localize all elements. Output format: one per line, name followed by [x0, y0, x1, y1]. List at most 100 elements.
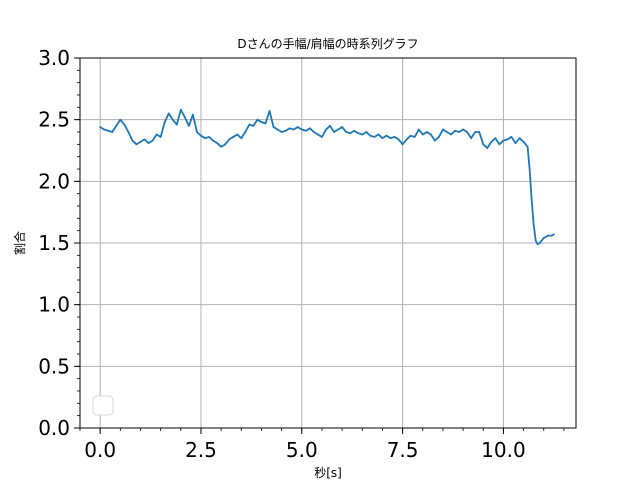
data-point: [256, 118, 259, 121]
data-point: [361, 133, 364, 136]
y-tick-label: 2.5: [38, 108, 70, 132]
data-point: [498, 143, 501, 146]
data-point: [308, 127, 311, 130]
chart-title: Dさんの手幅/肩幅の時系列グラフ: [237, 36, 418, 51]
data-point: [466, 131, 469, 133]
data-point: [244, 131, 247, 133]
data-point: [321, 136, 323, 138]
data-point: [532, 223, 535, 226]
data-point: [135, 143, 138, 146]
data-point: [276, 128, 279, 131]
data-point: [502, 139, 505, 142]
data-point: [341, 126, 344, 128]
series-points: [99, 108, 555, 246]
data-point: [528, 168, 531, 170]
data-point: [196, 131, 198, 133]
data-point: [474, 131, 477, 133]
x-axis-ticks: 0.0 2.5 5.0 7.5 10.0: [79, 428, 565, 462]
data-point: [171, 118, 174, 121]
data-point: [155, 133, 158, 136]
data-point: [183, 116, 186, 119]
data-point: [127, 131, 130, 133]
data-point: [99, 126, 102, 128]
gridlines: [80, 57, 576, 429]
data-point: [115, 124, 118, 127]
data-point: [365, 131, 368, 133]
data-point: [240, 137, 243, 140]
y-tick-label: 0.0: [38, 416, 70, 440]
y-tick-label: 2.0: [38, 169, 70, 193]
data-point: [353, 129, 356, 132]
legend-box: [92, 395, 114, 416]
data-point: [119, 118, 122, 121]
data-point: [534, 239, 537, 242]
plot-area: 0.0 2.5 5.0 7.5 10.0 0.0 0.5 1.0 1.5 2.0 2.5 3.0: [38, 46, 577, 462]
data-point: [536, 243, 539, 246]
data-point: [123, 123, 126, 126]
data-point: [530, 198, 533, 201]
data-point: [417, 128, 420, 131]
data-point: [345, 131, 348, 133]
data-point: [552, 233, 555, 236]
data-point: [111, 131, 114, 133]
data-point: [248, 123, 251, 126]
data-point: [425, 131, 428, 133]
data-point: [514, 142, 517, 145]
x-tick-label: 7.5: [387, 438, 419, 462]
data-point: [494, 137, 497, 140]
data-point: [103, 128, 106, 131]
data-point: [252, 124, 255, 127]
data-point: [224, 143, 227, 146]
data-point: [478, 131, 481, 133]
y-axis-ticks: 0.0 0.5 1.0 1.5 2.0 2.5 3.0: [38, 46, 80, 440]
y-tick-label: 0.5: [38, 354, 70, 378]
data-point: [337, 128, 339, 131]
data-point: [357, 132, 360, 135]
data-point: [236, 133, 239, 136]
data-point: [413, 136, 416, 138]
data-point: [232, 136, 235, 138]
data-point: [296, 126, 299, 128]
y-axis-label: 割合: [12, 231, 27, 255]
data-point: [304, 129, 307, 132]
data-point: [385, 134, 388, 137]
data-point: [268, 110, 271, 112]
data-point: [442, 128, 444, 131]
data-point: [179, 108, 182, 111]
data-point: [139, 140, 142, 143]
data-point: [325, 128, 327, 131]
y-tick-label: 1.5: [38, 231, 70, 255]
data-point: [349, 132, 352, 135]
data-point: [450, 133, 452, 136]
data-point: [159, 136, 162, 138]
data-point: [220, 145, 223, 148]
data-point: [542, 237, 545, 239]
data-point: [522, 140, 525, 143]
data-point: [216, 142, 219, 145]
data-point: [433, 139, 436, 142]
data-point: [288, 127, 291, 130]
data-point: [393, 136, 396, 138]
data-point: [470, 137, 473, 140]
data-point: [377, 133, 380, 136]
data-point: [397, 138, 400, 141]
data-point: [284, 129, 287, 132]
data-point: [462, 128, 464, 131]
data-point: [260, 121, 263, 124]
data-point: [272, 126, 275, 128]
data-point: [409, 134, 412, 137]
data-point: [381, 137, 384, 140]
data-point: [437, 136, 440, 138]
data-point: [518, 137, 521, 140]
data-point: [482, 143, 485, 146]
data-point: [175, 123, 178, 126]
data-point: [312, 131, 315, 133]
x-axis-label: 秒[s]: [314, 466, 342, 480]
data-point: [389, 137, 392, 140]
series-line: [99, 108, 555, 246]
data-point: [538, 242, 541, 244]
data-point: [401, 143, 404, 146]
data-point: [454, 129, 456, 132]
legend: [92, 395, 114, 416]
